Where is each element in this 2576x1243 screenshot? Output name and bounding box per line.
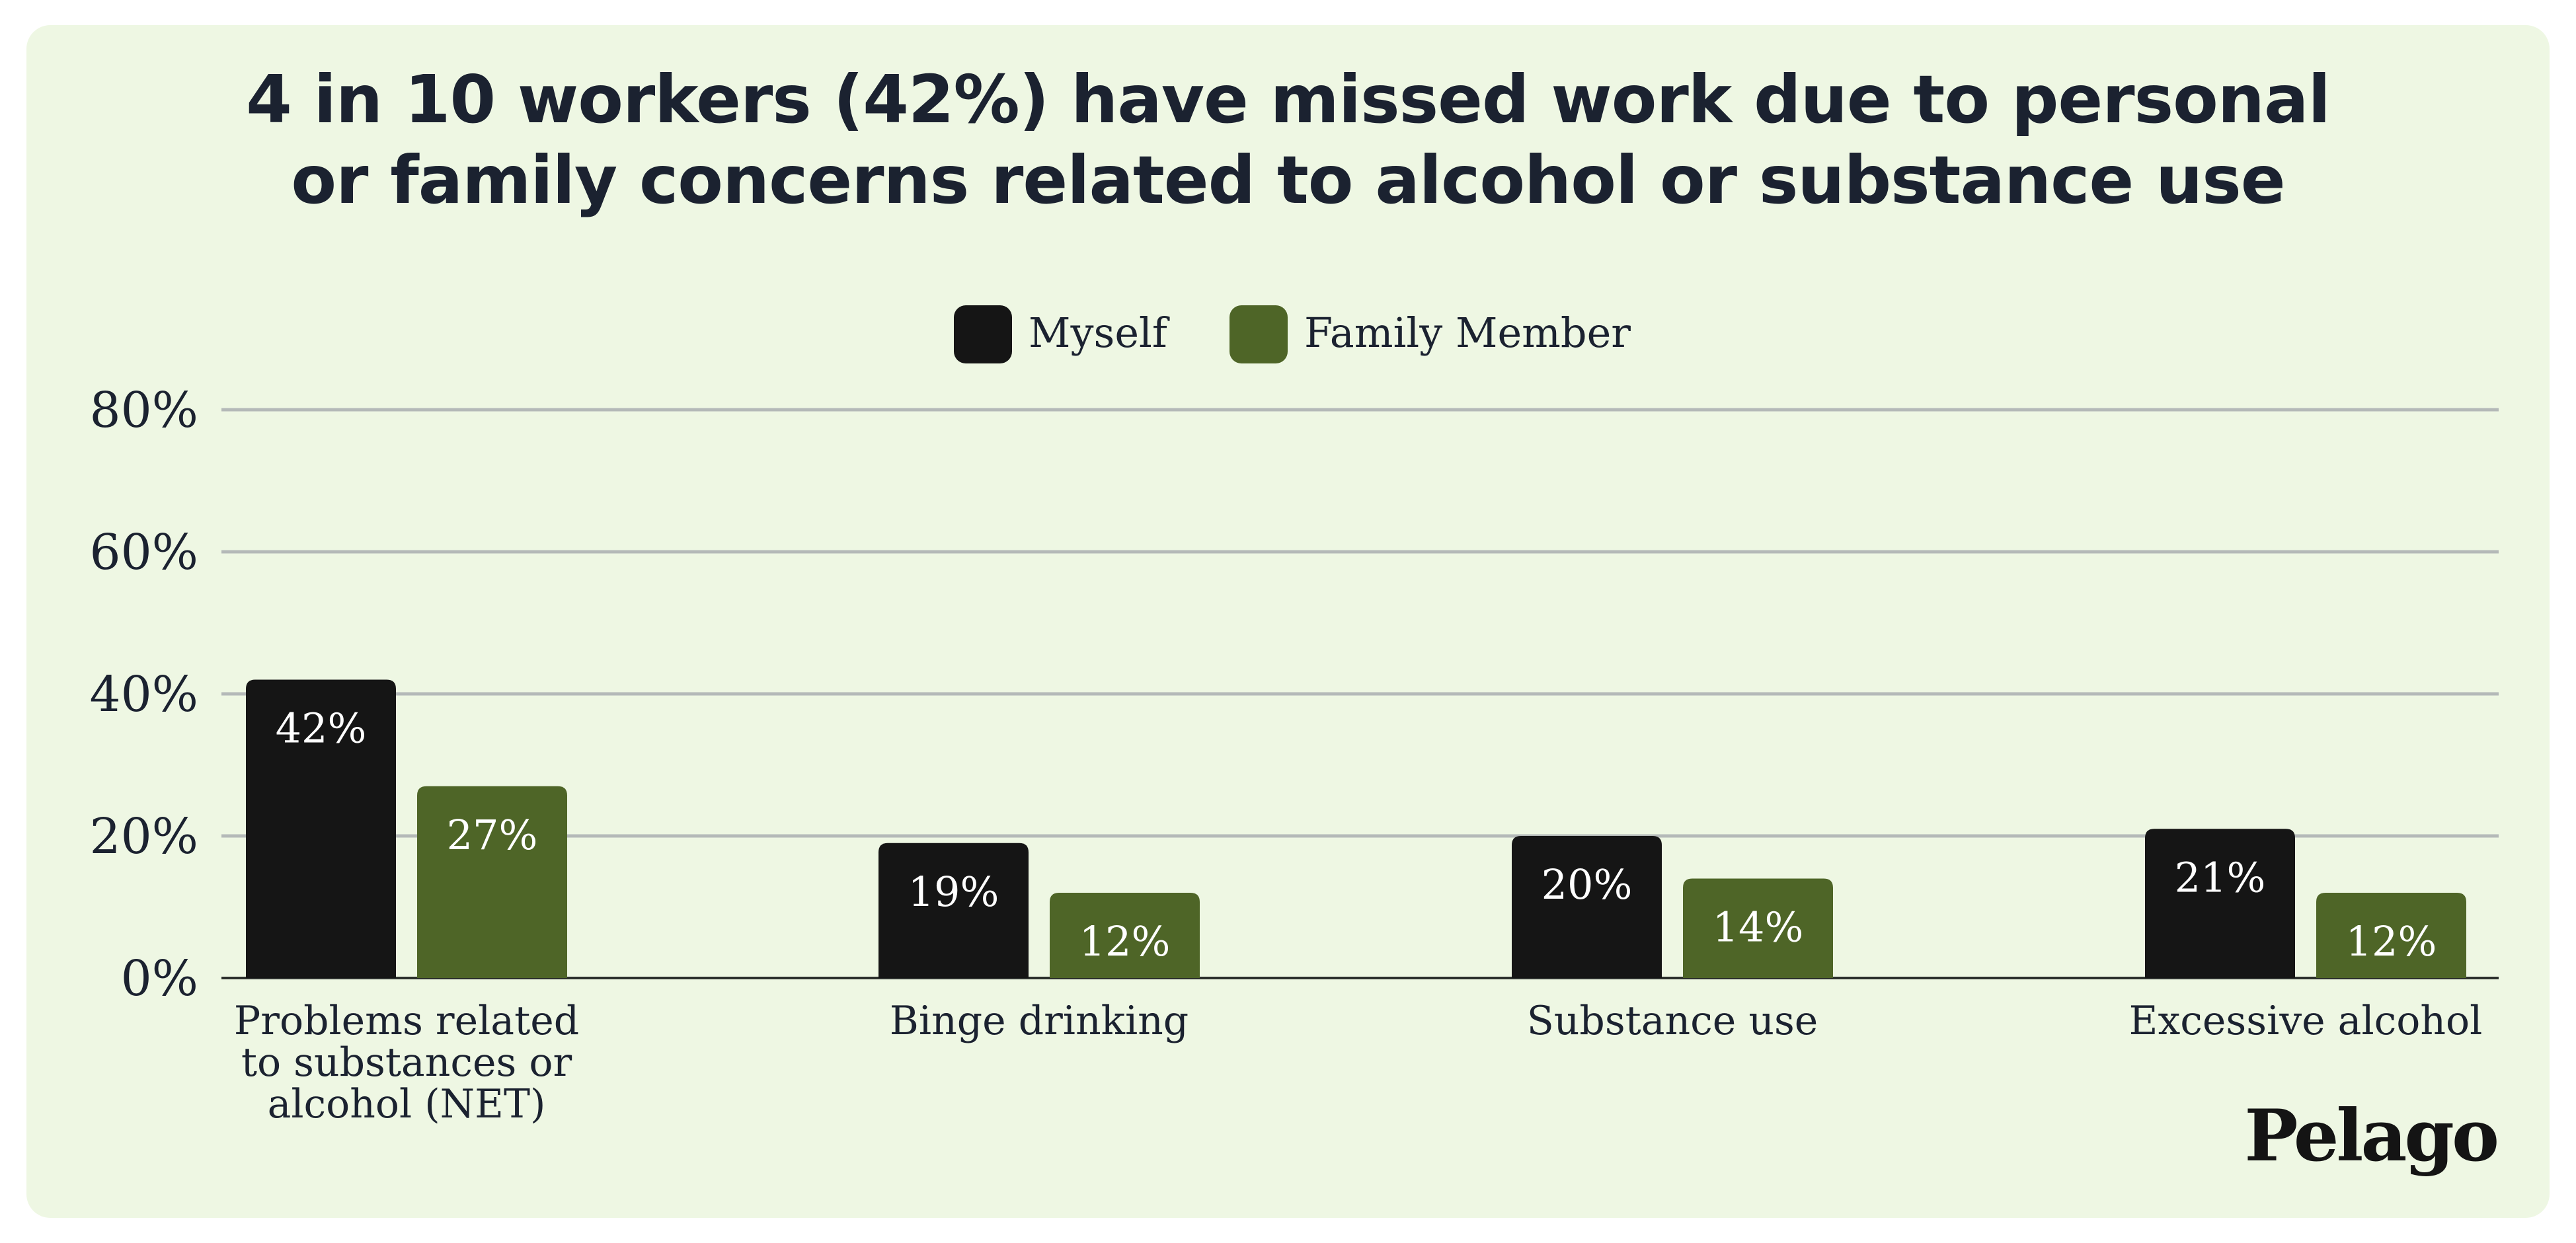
legend-swatch-family-member xyxy=(1229,305,1288,363)
bar-value-label: 12% xyxy=(1079,917,1171,965)
chart-card xyxy=(26,25,2550,1218)
y-tick-label: 60% xyxy=(90,524,198,581)
bar-value-label: 20% xyxy=(1542,860,1633,909)
bar-myself xyxy=(1512,836,1662,978)
legend-label: Family Member xyxy=(1304,309,1631,357)
x-category-label: alcohol (NET) xyxy=(268,1081,546,1127)
bar-value-label: 42% xyxy=(276,704,367,753)
x-category-label: Substance use xyxy=(1527,998,1818,1044)
bar-family-member xyxy=(417,786,567,978)
legend-swatch-myself xyxy=(954,305,1012,363)
bar-myself xyxy=(878,843,1029,978)
y-tick-label: 0% xyxy=(121,950,198,1007)
bar-family-member xyxy=(1683,878,1833,978)
bar-value-label: 27% xyxy=(447,811,538,859)
chart-title: 4 in 10 workers (42%) have missed work d… xyxy=(0,59,2576,221)
y-tick-label: 80% xyxy=(90,382,198,439)
bar-value-label: 14% xyxy=(1713,903,1804,952)
chart-title-line-1: 4 in 10 workers (42%) have missed work d… xyxy=(246,61,2331,138)
bar-value-label: 19% xyxy=(908,868,999,916)
bar-value-label: 12% xyxy=(2346,917,2437,965)
chart-title-line-2: or family concerns related to alcohol or… xyxy=(291,141,2285,219)
y-tick-label: 40% xyxy=(90,666,198,723)
bar-family-member xyxy=(1050,893,1200,978)
pelago-logo: Pelago xyxy=(2244,1094,2499,1178)
x-category-label: Binge drinking xyxy=(890,998,1189,1044)
x-category-label: Excessive alcohol xyxy=(2129,998,2483,1044)
bar-value-label: 21% xyxy=(2175,853,2266,901)
x-category-label: Problems related xyxy=(234,998,579,1044)
bar-myself xyxy=(2145,829,2295,978)
bar-family-member xyxy=(2316,893,2466,978)
legend-label: Myself xyxy=(1029,309,1170,357)
x-category-label: to substances or xyxy=(241,1039,572,1086)
y-tick-label: 20% xyxy=(90,808,198,865)
bar-myself xyxy=(246,679,396,978)
